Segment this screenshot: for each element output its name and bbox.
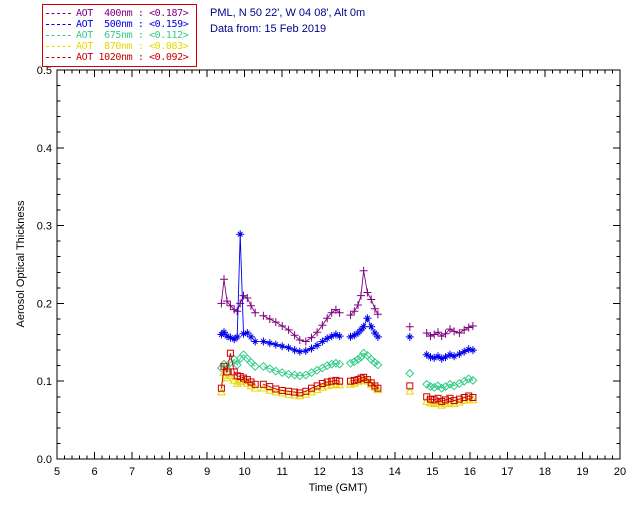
x-tick-label: 6 <box>91 466 97 478</box>
x-tick-label: 11 <box>276 466 287 478</box>
x-axis-title: Time (GMT) <box>309 482 368 494</box>
x-tick-label: 8 <box>167 466 173 478</box>
x-tick-label: 20 <box>614 466 626 478</box>
x-tick-label: 9 <box>204 466 210 478</box>
series-line <box>221 234 256 342</box>
x-tick-label: 13 <box>351 466 363 478</box>
x-tick-label: 15 <box>426 466 438 478</box>
x-tick-label: 7 <box>129 466 135 478</box>
series-aot-500nm <box>217 230 477 363</box>
y-tick-label: 0.1 <box>37 376 52 388</box>
legend-entry: AOT 500nm : <0.159> <box>46 19 189 30</box>
legend-entry-label: AOT 870nm : <0.083> <box>76 41 189 52</box>
legend-line-sample <box>46 13 71 14</box>
legend-entry: AOT 870nm : <0.083> <box>46 41 189 52</box>
y-tick-label: 0.3 <box>37 221 52 233</box>
x-tick-label: 10 <box>239 466 251 478</box>
plot-header: PML, N 50 22', W 04 08', Alt 0m Data fro… <box>210 5 365 37</box>
axes-layer: 5 6 7 8 9 10 11 12 13 14 15 16 17 18 19 20 0.0 0.1 0.2 0.3 0… <box>37 65 626 478</box>
legend-entry: AOT 400nm : <0.187> <box>46 8 189 19</box>
y-tick-label: 0.2 <box>37 298 52 310</box>
series-layer <box>216 230 478 409</box>
site-info: PML, N 50 22', W 04 08', Alt 0m <box>210 7 366 19</box>
y-tick-label: 0.5 <box>37 65 52 77</box>
legend-entry: AOT 1020nm : <0.092> <box>46 52 189 63</box>
y-tick-label: 0.4 <box>37 143 52 155</box>
series-aot-1020nm <box>217 349 477 405</box>
legend-entry: AOT 675nm : <0.112> <box>46 30 189 41</box>
x-tick-label: 5 <box>54 466 60 478</box>
x-tick-label: 17 <box>501 466 513 478</box>
legend-line-sample <box>46 57 71 58</box>
legend-entry-label: AOT 675nm : <0.112> <box>76 30 189 41</box>
legend-entry-label: AOT 500nm : <0.159> <box>76 19 189 30</box>
legend-entry-label: AOT 1020nm : <0.092> <box>76 52 189 63</box>
y-tick-label: 0.0 <box>37 454 52 466</box>
series-line <box>221 354 256 370</box>
legend-line-sample <box>46 35 71 36</box>
legend-line-sample <box>46 24 71 25</box>
y-axis-title: Aerosol Optical Thickness <box>15 200 27 327</box>
x-tick-label: 19 <box>576 466 588 478</box>
x-tick-label: 18 <box>539 466 551 478</box>
x-tick-label: 16 <box>464 466 476 478</box>
data-date: Data from: 15 Feb 2019 <box>210 23 327 35</box>
series-line <box>263 309 340 342</box>
legend-box: AOT 400nm : <0.187> AOT 500nm : <0.159> AO… <box>42 4 198 67</box>
x-tick-label: 12 <box>314 466 326 478</box>
legend-line-sample <box>46 46 71 47</box>
legend-entry-label: AOT 400nm : <0.187> <box>76 8 189 19</box>
x-tick-label: 14 <box>389 466 401 478</box>
series-aot-400nm <box>217 266 477 346</box>
